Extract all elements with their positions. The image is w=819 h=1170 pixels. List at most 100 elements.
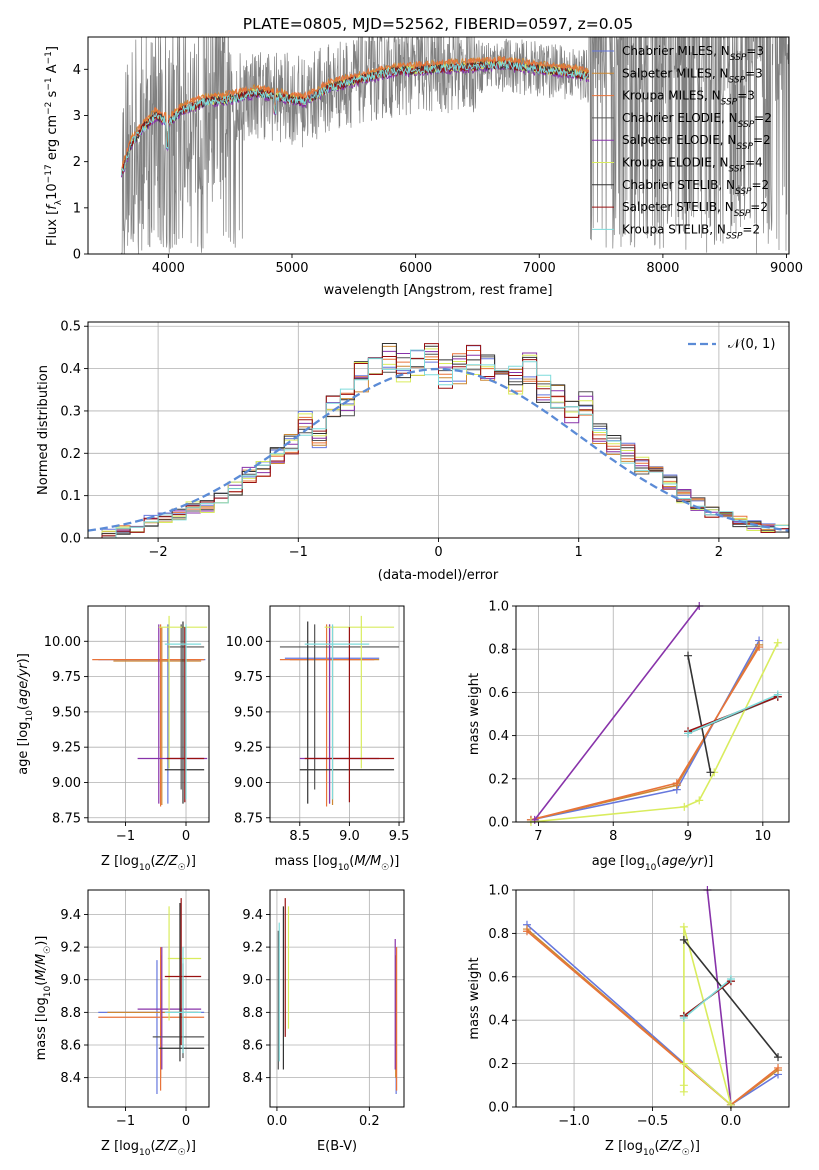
weight-line-6 bbox=[687, 655, 712, 773]
weight-vs-Z-xlabel: Z [log10(Z/Z☉)] bbox=[605, 1139, 700, 1158]
x-tick-label: 10 bbox=[755, 829, 772, 844]
mass-vs-EBV-frame bbox=[269, 889, 405, 1108]
x-tick-label: 4000 bbox=[152, 261, 185, 276]
mass-vs-EBV-panel: 0.0 0.2 8.4 8.6 8.8 9.0 9.2 9.4 E(B-V) bbox=[242, 889, 405, 1154]
weight-vs-age-xlabel-part: 10 bbox=[645, 863, 657, 873]
age-vs-mass-xlabel-part: 10 bbox=[338, 863, 350, 873]
age-vs-Z-xlabel-part: 10 bbox=[139, 863, 151, 873]
legend-label-4-part: SSP bbox=[736, 142, 753, 152]
legend-label-0-part: =3 bbox=[746, 44, 764, 58]
legend-label-4-part: Salpeter ELODIE, N bbox=[622, 133, 736, 147]
weight-vs-age-plot-area bbox=[516, 606, 789, 822]
weight-marker bbox=[774, 1063, 783, 1072]
legend-label-3-part: Chabrier ELODIE, N bbox=[622, 111, 738, 125]
y-tick-label: 9.4 bbox=[60, 908, 81, 923]
legend-label-6-part: =2 bbox=[752, 178, 770, 192]
y-tick-label: 0.8 bbox=[488, 643, 509, 658]
age-vs-mass-xlabel: mass [log10(M/M☉)] bbox=[275, 854, 400, 873]
x-tick-label: 9.0 bbox=[339, 829, 360, 844]
residuals-plot-area bbox=[88, 322, 789, 538]
mass-vs-Z-frame bbox=[87, 889, 210, 1108]
age-vs-Z-xlabel-part: )] bbox=[186, 854, 196, 869]
x-tick-label: 0 bbox=[182, 1114, 190, 1129]
legend-label-0-part: SSP bbox=[730, 53, 747, 63]
residual-histogram-7 bbox=[88, 343, 789, 538]
age-vs-Z-ylabel-part: age [log bbox=[16, 722, 31, 775]
weight-vs-Z-xlabel-part: ☉ bbox=[682, 1148, 690, 1158]
weight-marker bbox=[755, 643, 764, 652]
mass-vs-Z-xlabel-part: ( bbox=[150, 1139, 155, 1154]
age-vs-mass-xlabel-part: ☉ bbox=[381, 863, 389, 873]
weight-line-2 bbox=[530, 646, 760, 821]
y-tick-label: 9.4 bbox=[242, 908, 263, 923]
spectrum-xlabel: wavelength [Angstrom, rest frame] bbox=[324, 283, 553, 298]
y-tick-label: 0.8 bbox=[488, 927, 509, 942]
mass-vs-Z-xlabel: Z [log10(Z/Z☉)] bbox=[101, 1139, 196, 1158]
age-vs-mass-xlabel-part: M/M bbox=[354, 854, 381, 869]
spectrum-ylabel-part: −1 bbox=[44, 77, 54, 90]
weight-marker bbox=[679, 1081, 688, 1090]
mass-vs-Z-xlabel-part: 10 bbox=[139, 1148, 151, 1158]
spectrum-ylabel: Flux [fλ10−17 erg cm−2 s−1 A−1] bbox=[44, 46, 64, 246]
legend-label-2-part: Kroupa MILES, N bbox=[622, 89, 721, 103]
residuals-xlabel: (data-model)/error bbox=[378, 568, 499, 583]
weight-marker bbox=[774, 1053, 783, 1062]
y-tick-label: 4 bbox=[73, 63, 81, 78]
y-tick-label: 0.6 bbox=[488, 970, 509, 985]
normal-distribution-curve bbox=[88, 367, 789, 532]
y-tick-label: 0.5 bbox=[60, 320, 81, 335]
weight-line-8 bbox=[687, 693, 779, 735]
weight-marker bbox=[679, 1014, 688, 1023]
weight-vs-Z-xlabel-part: ( bbox=[654, 1139, 659, 1154]
weight-vs-Z-xlabel-part: 10 bbox=[643, 1148, 655, 1158]
weight-line-8 bbox=[683, 978, 732, 1019]
residuals-panel: −2 −1 0 1 2 0.0 0.1 0.2 0.3 0.4 0.5 𝒩(0, 1) (data-mo… bbox=[36, 320, 790, 583]
weight-vs-age-xlabel: age [log10(age/yr)] bbox=[592, 854, 714, 873]
x-tick-label: −1 bbox=[116, 1114, 135, 1129]
y-tick-label: 0.0 bbox=[60, 532, 81, 547]
weight-vs-age-xlabel-part: age/yr bbox=[661, 854, 704, 869]
age-vs-Z-plot-area bbox=[88, 606, 209, 822]
age-vs-Z-xlabel-part: ☉ bbox=[178, 863, 186, 873]
weight-vs-Z-ylabel: mass weight bbox=[467, 957, 482, 1039]
y-tick-label: 0.4 bbox=[488, 1014, 509, 1029]
legend-label-8: Kroupa STELIB, NSSP=2 bbox=[622, 222, 760, 241]
weight-vs-Z-xlabel-part: Z [log bbox=[605, 1139, 643, 1154]
mass-vs-Z-xlabel-part: )] bbox=[186, 1139, 196, 1154]
y-tick-label: 9.00 bbox=[234, 776, 263, 791]
y-tick-label: 9.0 bbox=[242, 973, 263, 988]
age-vs-Z-frame bbox=[87, 605, 210, 823]
mass-vs-EBV-plot-area bbox=[270, 890, 404, 1107]
y-tick-label: 9.0 bbox=[60, 973, 81, 988]
weight-marker bbox=[679, 935, 688, 944]
y-tick-label: 1.0 bbox=[488, 884, 509, 899]
y-tick-label: 9.75 bbox=[234, 670, 263, 685]
mass-vs-Z-xlabel-part: Z/Z bbox=[155, 1139, 179, 1154]
y-tick-label: 0.1 bbox=[60, 489, 81, 504]
legend-label-5-part: Kroupa ELODIE, N bbox=[622, 156, 729, 170]
x-tick-label: −2 bbox=[149, 545, 168, 560]
gaussian-legend-label: 𝒩(0, 1) bbox=[728, 337, 775, 352]
age-vs-Z-ylabel-part: 10 bbox=[25, 710, 35, 722]
weight-line-6 bbox=[683, 939, 779, 1058]
legend-label-8-part: =2 bbox=[742, 222, 760, 236]
y-tick-label: 0.2 bbox=[60, 447, 81, 462]
legend-label-3-part: =2 bbox=[754, 111, 772, 125]
x-tick-label: 6000 bbox=[399, 261, 432, 276]
y-tick-label: 3 bbox=[73, 109, 81, 124]
legend-label-4: Salpeter ELODIE, NSSP=2 bbox=[622, 133, 771, 152]
x-tick-label: 0 bbox=[434, 545, 442, 560]
legend-label-2-part: =3 bbox=[737, 89, 755, 103]
legend-label-4-part: =2 bbox=[753, 133, 771, 147]
legend-label-8-part: SSP bbox=[726, 231, 743, 241]
mass-vs-Z-ylabel: mass [log10(M/M☉)] bbox=[34, 936, 53, 1061]
weight-marker bbox=[679, 922, 688, 931]
y-tick-label: 1 bbox=[73, 201, 81, 216]
age-vs-Z-ylabel-part: )] bbox=[16, 653, 31, 663]
legend-label-7-part: =2 bbox=[750, 200, 768, 214]
spectrum-ylabel-part: Flux [ bbox=[45, 210, 60, 246]
weight-marker bbox=[684, 651, 693, 660]
weight-marker bbox=[672, 779, 681, 788]
